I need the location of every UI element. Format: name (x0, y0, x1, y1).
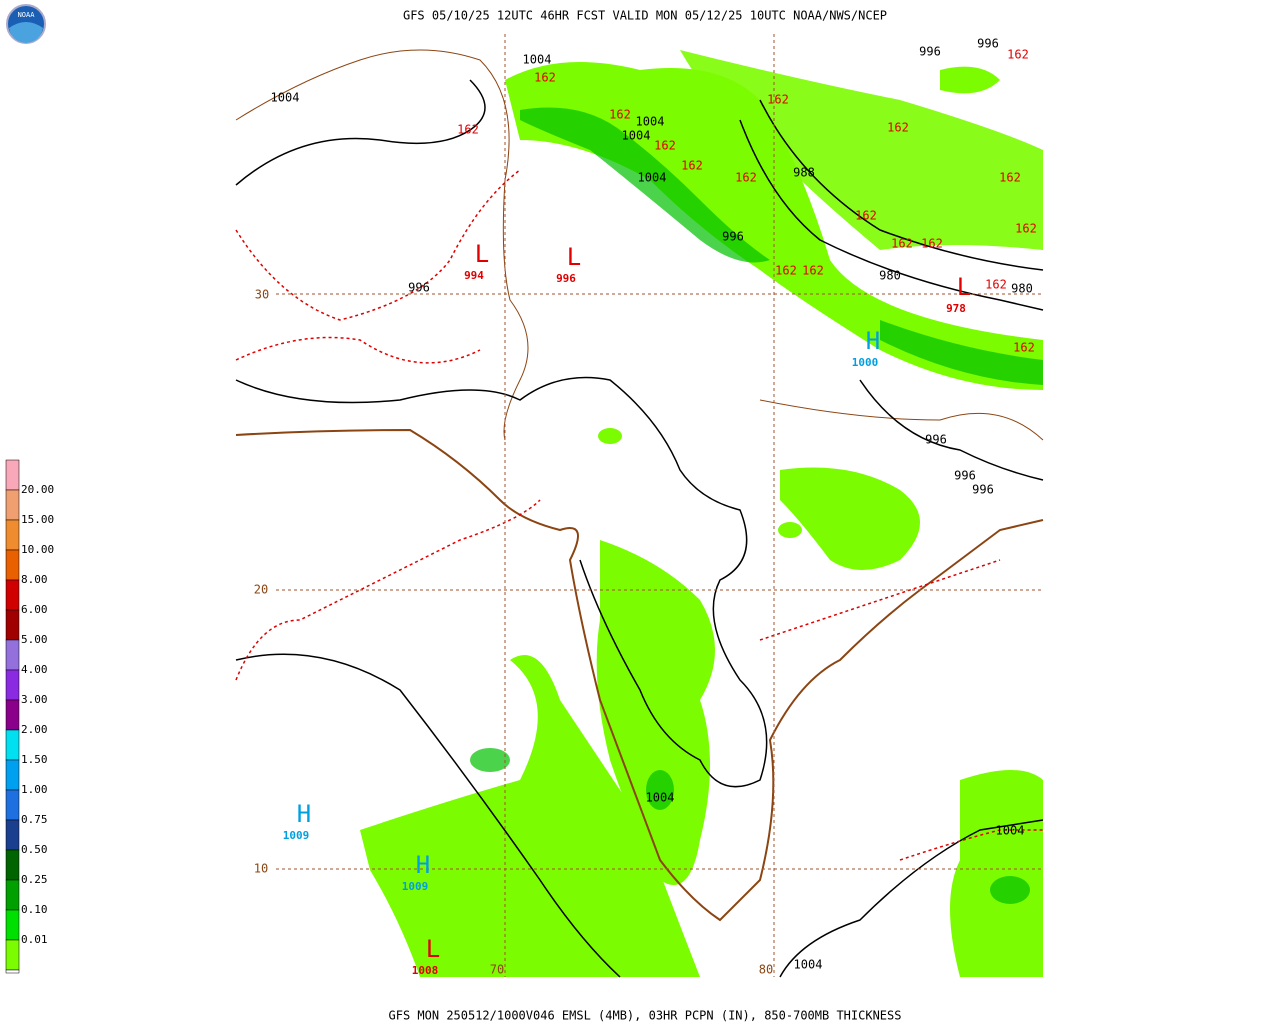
pressure-center-value: 996 (556, 272, 576, 285)
thickness-label: 162 (609, 108, 631, 122)
legend-label: 10.00 (21, 543, 54, 556)
pressure-center-value: 1008 (412, 964, 439, 977)
isobar-label: 1004 (638, 171, 667, 185)
legend-label: 3.00 (21, 693, 48, 706)
thickness-lines (235, 169, 1043, 861)
isobar-label: 1004 (523, 53, 552, 67)
pressure-center-value: 1009 (402, 880, 429, 893)
thickness-label: 162 (855, 209, 877, 223)
pressure-center-letter: L (475, 240, 489, 268)
pressure-center-value: 994 (464, 269, 484, 282)
precip-heavy (470, 107, 1043, 904)
thickness-label: 162 (767, 93, 789, 107)
legend-label: 1.50 (21, 753, 48, 766)
legend-swatch (5, 609, 20, 641)
thickness-label: 162 (457, 123, 479, 137)
thickness-label: 162 (1013, 341, 1035, 355)
thickness-label: 162 (891, 237, 913, 251)
legend-label: 0.10 (21, 903, 48, 916)
grid-label: 70 (490, 963, 504, 977)
thickness-label: 162 (985, 278, 1007, 292)
legend-swatch (5, 969, 20, 974)
legend-swatch (5, 549, 20, 581)
thickness-label: 162 (921, 237, 943, 251)
pressure-center-value: 978 (946, 302, 966, 315)
pressure-center-letter: L (957, 273, 971, 301)
legend-swatch (5, 879, 20, 911)
isobar-label: 1004 (996, 824, 1025, 838)
legend-swatch (5, 669, 20, 701)
legend-label: 8.00 (21, 573, 48, 586)
legend-label: 4.00 (21, 663, 48, 676)
isobar-label: 1004 (636, 115, 665, 129)
pressure-center-letter: L (567, 243, 581, 271)
map-caption: GFS MON 250512/1000V046 EMSL (4MB), 03HR… (389, 1009, 902, 1023)
thickness-label: 162 (654, 139, 676, 153)
isobar-label: 980 (1011, 282, 1033, 296)
legend-label: 0.25 (21, 873, 48, 886)
thickness-label: 162 (1015, 222, 1037, 236)
thickness-label: 162 (735, 171, 757, 185)
legend-label: 0.01 (21, 933, 48, 946)
isobar-label: 980 (879, 269, 901, 283)
pressure-center-letter: H (297, 800, 311, 828)
isobar-label: 996 (977, 37, 999, 51)
thickness-label: 162 (999, 171, 1021, 185)
isobars (235, 79, 1044, 978)
thickness-label: 162 (802, 264, 824, 278)
legend-label: 5.00 (21, 633, 48, 646)
pressure-center-letter: H (866, 327, 880, 355)
legend-swatch (5, 819, 20, 851)
grid-label: 10 (254, 862, 268, 876)
thickness-label: 162 (887, 121, 909, 135)
grid-label: 20 (254, 583, 268, 597)
legend-swatch (5, 909, 20, 941)
legend-label: 1.00 (21, 783, 48, 796)
legend-swatch (5, 939, 20, 971)
noaa-logo: NOAA (6, 4, 46, 44)
logo-text: NOAA (18, 11, 36, 19)
isobar-label: 996 (919, 45, 941, 59)
isobar-label: 996 (954, 469, 976, 483)
legend-label: 15.00 (21, 513, 54, 526)
isobar-label: 996 (925, 433, 947, 447)
legend-swatch (5, 579, 20, 611)
legend-label: 20.00 (21, 483, 54, 496)
legend-label: 6.00 (21, 603, 48, 616)
pressure-center-letter: H (416, 851, 430, 879)
isobar-label: 1004 (622, 129, 651, 143)
thickness-label: 162 (681, 159, 703, 173)
legend-swatch (5, 849, 20, 881)
legend-swatch (5, 729, 20, 761)
isobar-label: 996 (972, 483, 994, 497)
legend-swatch (5, 489, 20, 521)
isobar-label: 988 (793, 166, 815, 180)
isobar-label: 1004 (271, 91, 300, 105)
legend-swatch (5, 459, 20, 491)
legend-label: 0.75 (21, 813, 48, 826)
borders (235, 49, 1044, 922)
legend-swatch (5, 759, 20, 791)
isobar-label: 996 (408, 281, 430, 295)
legend-label: 0.50 (21, 843, 48, 856)
legend-swatch (5, 639, 20, 671)
legend-swatch (5, 519, 20, 551)
isobar-label: 1004 (794, 958, 823, 972)
thickness-label: 162 (1007, 48, 1029, 62)
isobar-label: 996 (722, 230, 744, 244)
grid-label: 30 (255, 288, 269, 302)
legend-swatch (5, 789, 20, 821)
pressure-center-letter: L (426, 935, 440, 963)
legend-swatch (5, 699, 20, 731)
pressure-center-value: 1000 (852, 356, 879, 369)
thickness-label: 162 (775, 264, 797, 278)
thickness-label: 162 (534, 71, 556, 85)
legend-label: 2.00 (21, 723, 48, 736)
graticule (276, 34, 1043, 977)
isobar-label: 1004 (646, 791, 675, 805)
grid-label: 80 (759, 963, 773, 977)
pressure-center-value: 1009 (283, 829, 310, 842)
map-title: GFS 05/10/25 12UTC 46HR FCST VALID MON 0… (403, 9, 887, 23)
